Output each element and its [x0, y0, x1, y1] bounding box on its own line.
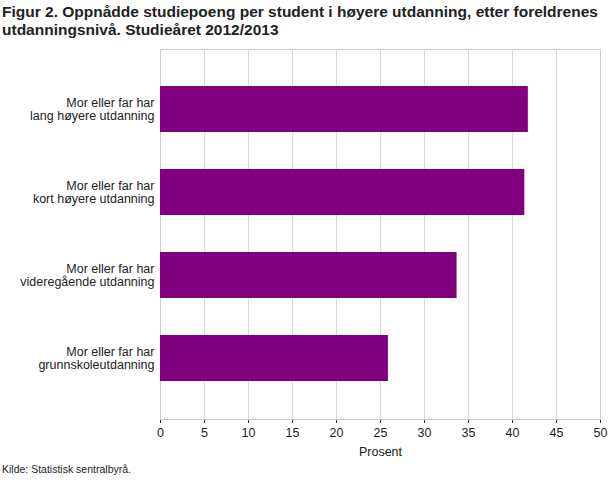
- svg-text:50: 50: [594, 426, 608, 440]
- html-text:Kilde: Statistisk sentralbyrå.: Kilde: Statistisk sentralbyrå.: [2, 463, 131, 475]
- html-text:Figur 2. Oppnådde studiepoeng: Figur 2. Oppnådde studiepoeng per studen…: [2, 3, 598, 38]
- svg-text:40: 40: [506, 426, 520, 440]
- svg-text:25: 25: [374, 426, 388, 440]
- svg-text:Prosent: Prosent: [359, 445, 403, 459]
- svg-text:15: 15: [286, 426, 300, 440]
- svg-text:Mor eller far harvideregående: Mor eller far harvideregående utdanning: [20, 262, 154, 289]
- svg-text:30: 30: [418, 426, 432, 440]
- svg-text:Mor eller far hargrunnskoleutd: Mor eller far hargrunnskoleutdanning: [38, 345, 154, 372]
- svg-text:45: 45: [550, 426, 564, 440]
- svg-text:20: 20: [330, 426, 344, 440]
- svg-text:5: 5: [201, 426, 208, 440]
- svg-text:Mor eller far harlang høyere u: Mor eller far harlang høyere utdanning: [30, 96, 154, 123]
- svg-text:10: 10: [242, 426, 256, 440]
- svg-text:0: 0: [157, 426, 164, 440]
- svg-text:Mor eller far harkort høyere u: Mor eller far harkort høyere utdanning: [33, 179, 155, 206]
- svg-text:35: 35: [462, 426, 476, 440]
